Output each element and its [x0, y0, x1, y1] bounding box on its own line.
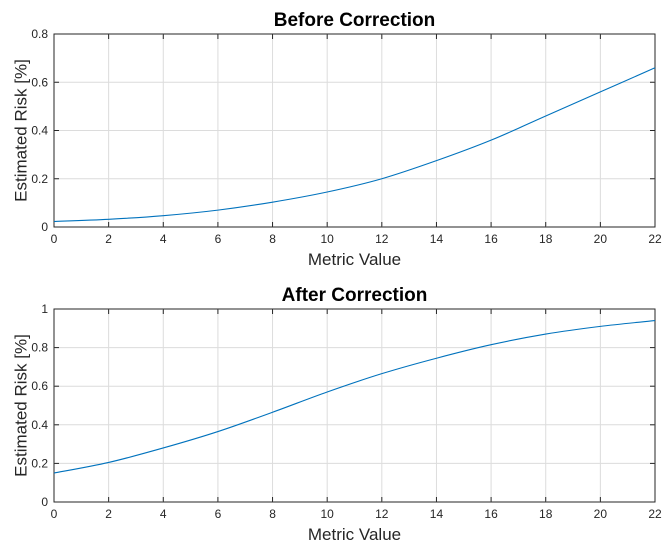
y-tick-labels: 0 0.2 0.4 0.6 0.8 1 [31, 302, 48, 509]
series-line [53, 320, 656, 474]
y-tick-label: 0.4 [31, 418, 48, 432]
y-tick-label: 0.6 [31, 75, 48, 89]
x-tick-label: 12 [375, 507, 389, 521]
x-tick-label: 2 [105, 232, 112, 246]
x-tick-label: 14 [430, 232, 444, 246]
y-tick-label: 0 [41, 495, 48, 509]
ticks [53, 308, 656, 503]
x-tick-label: 10 [321, 507, 335, 521]
x-tick-label: 14 [430, 507, 444, 521]
x-tick-label: 22 [648, 507, 662, 521]
x-tick-label: 0 [51, 232, 58, 246]
x-tick-label: 12 [375, 232, 389, 246]
y-tick-label: 0.8 [31, 27, 48, 41]
chart-title: Before Correction [274, 10, 436, 31]
x-tick-label: 10 [321, 232, 335, 246]
x-tick-label: 18 [539, 507, 553, 521]
x-tick-label: 16 [484, 507, 498, 521]
y-tick-labels: 0 0.2 0.4 0.6 0.8 [31, 27, 48, 234]
y-axis-label: Estimated Risk [%] [11, 59, 30, 202]
x-tick-label: 16 [484, 232, 498, 246]
x-tick-label: 20 [594, 507, 608, 521]
x-tick-label: 4 [160, 232, 167, 246]
x-tick-label: 20 [594, 232, 608, 246]
x-axis-label: Metric Value [308, 250, 401, 269]
series-group [53, 67, 656, 222]
x-tick-label: 0 [51, 507, 58, 521]
x-tick-label: 22 [648, 232, 662, 246]
y-tick-label: 0.4 [31, 124, 48, 138]
ticks [53, 33, 656, 228]
chart-after-correction: After Correction 0 2 4 6 8 10 12 14 16 18 20 22 0 0.… [11, 285, 662, 544]
series-group [53, 320, 656, 474]
chart-before-correction: Before Correction 0 2 4 6 8 10 12 14 16 18 20 22 00… [11, 10, 662, 269]
y-tick-label: 0.2 [31, 456, 48, 470]
x-axis-label: Metric Value [308, 525, 401, 544]
y-tick-label: 1 [41, 302, 48, 316]
x-tick-label: 6 [215, 232, 222, 246]
x-tick-label: 18 [539, 232, 553, 246]
x-tick-labels: 0 2 4 6 8 10 12 14 16 18 20 22 [51, 507, 662, 521]
x-tick-label: 2 [105, 507, 112, 521]
y-tick-label: 0.2 [31, 172, 48, 186]
y-tick-label: 0 [41, 220, 48, 234]
x-tick-label: 8 [269, 232, 276, 246]
gridlines [54, 309, 655, 502]
y-axis-label: Estimated Risk [%] [11, 334, 30, 477]
chart-title: After Correction [282, 285, 428, 306]
y-tick-label: 0.8 [31, 341, 48, 355]
plot-area [53, 308, 656, 503]
x-tick-labels: 0 2 4 6 8 10 12 14 16 18 20 22 [51, 232, 662, 246]
x-tick-label: 6 [215, 507, 222, 521]
x-tick-label: 4 [160, 507, 167, 521]
x-tick-label: 8 [269, 507, 276, 521]
gridlines [54, 34, 655, 227]
y-tick-label: 0.6 [31, 379, 48, 393]
series-line [53, 67, 656, 222]
